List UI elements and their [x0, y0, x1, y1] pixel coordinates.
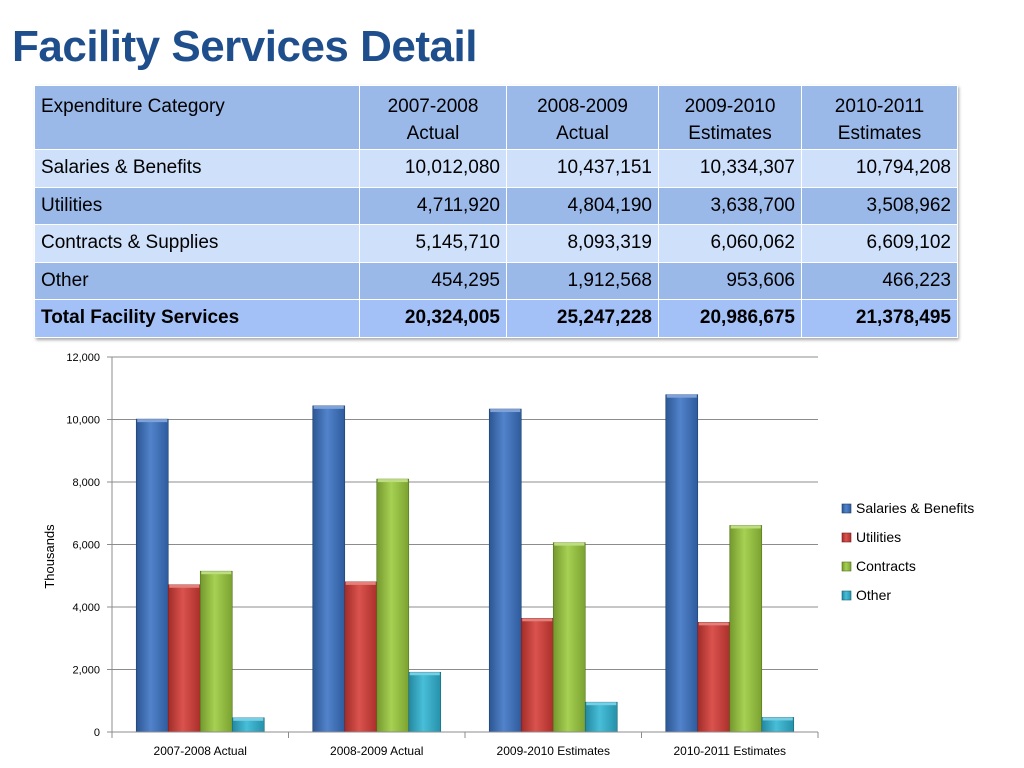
legend-label: Other [856, 587, 891, 603]
bar-contracts-0 [199, 570, 233, 733]
bar-top-highlight [666, 394, 697, 398]
row-label: Salaries & Benefits [34, 149, 360, 188]
axes: 0 2,000 4,000 6,000 8,000 10,000 12,000 2007-20… [66, 352, 819, 758]
bar-salaries-benefits-1 [312, 405, 346, 733]
header-2010-2011: 2010-2011 Estimates [801, 85, 958, 150]
y-axis-label: Thousands [42, 524, 57, 589]
bar-top-highlight [169, 584, 200, 588]
bar-salaries-benefits-2 [488, 408, 522, 733]
x-tick-label: 2008-2009 Actual [330, 744, 423, 758]
header-2009-2010: 2009-2010 Estimates [658, 85, 802, 150]
x-tick-label: 2007-2008 Actual [154, 744, 247, 758]
table-row: Contracts & Supplies 5,145,710 8,093,319… [34, 224, 958, 263]
bar-contracts-3 [729, 525, 763, 733]
y-tick-label: 12,000 [66, 352, 100, 364]
expenditure-table: Expenditure Category 2007-2008 Actual 20… [34, 85, 958, 338]
bar-other-1 [408, 671, 442, 733]
bar-utilities-1 [344, 581, 378, 733]
y-tick-label: 0 [94, 727, 100, 739]
total-cell: 20,324,005 [359, 299, 507, 338]
row-label: Contracts & Supplies [34, 224, 360, 263]
header-category: Expenditure Category [34, 85, 360, 150]
table-cell: 10,334,307 [658, 149, 802, 188]
total-cell: 21,378,495 [801, 299, 958, 338]
legend-swatch [841, 503, 852, 514]
bar-top-highlight [522, 618, 553, 622]
bar-other-2 [584, 701, 618, 733]
legend-label: Contracts [856, 558, 916, 574]
table-cell: 10,437,151 [506, 149, 659, 188]
y-tick-label: 4,000 [72, 602, 100, 614]
bar-top-highlight [762, 717, 793, 721]
legend-label: Salaries & Benefits [856, 500, 974, 516]
legend: Salaries & Benefits Utilities Contracts Oth… [841, 500, 974, 603]
bar-top-highlight [554, 542, 585, 546]
bar-utilities-3 [697, 622, 731, 733]
table-total-row: Total Facility Services 20,324,005 25,24… [34, 299, 958, 338]
table-cell: 6,060,062 [658, 224, 802, 263]
table-cell: 10,794,208 [801, 149, 958, 188]
table-cell: 3,508,962 [801, 186, 958, 225]
row-label: Utilities [34, 186, 360, 225]
table-cell: 10,012,080 [359, 149, 507, 188]
bar-top-highlight [377, 479, 408, 483]
bar-top-highlight [233, 717, 264, 721]
y-tick-label: 6,000 [72, 540, 100, 552]
bar-top-highlight [137, 419, 168, 423]
bar-top-highlight [490, 409, 521, 413]
bar-salaries-benefits-3 [665, 394, 699, 733]
header-2007-2008: 2007-2008 Actual [359, 85, 507, 150]
total-cell: 20,986,675 [658, 299, 802, 338]
table-cell: 466,223 [801, 261, 958, 300]
bar-salaries-benefits-0 [135, 418, 169, 733]
header-2008-2009: 2008-2009 Actual [506, 85, 659, 150]
table-cell: 454,295 [359, 261, 507, 300]
table-cell: 5,145,710 [359, 224, 507, 263]
legend-swatch [841, 561, 852, 572]
bar-contracts-1 [376, 478, 410, 733]
y-tick-label: 8,000 [72, 477, 100, 489]
table-cell: 4,804,190 [506, 186, 659, 225]
bar-top-highlight [730, 525, 761, 529]
table-cell: 8,093,319 [506, 224, 659, 263]
bar-top-highlight [201, 571, 232, 575]
bar-top-highlight [345, 581, 376, 585]
table-row: Other 454,295 1,912,568 953,606 466,223 [34, 261, 958, 300]
bar-top-highlight [586, 702, 617, 706]
row-label: Other [34, 261, 360, 300]
bar-top-highlight [313, 405, 344, 409]
table-cell: 6,609,102 [801, 224, 958, 263]
bar-utilities-0 [167, 584, 201, 733]
expenditure-bar-chart: 0 2,000 4,000 6,000 8,000 10,000 12,000 2007-20… [42, 352, 974, 758]
table-cell: 953,606 [658, 261, 802, 300]
total-label: Total Facility Services [34, 299, 360, 338]
legend-swatch [841, 590, 852, 601]
legend-label: Utilities [856, 529, 901, 545]
bar-contracts-2 [552, 542, 586, 733]
bar-top-highlight [698, 622, 729, 626]
table-header-row: Expenditure Category 2007-2008 Actual 20… [34, 85, 958, 150]
bar-utilities-2 [520, 617, 554, 733]
page-title: Facility Services Detail [12, 22, 477, 71]
bar-top-highlight [409, 672, 440, 676]
table-cell: 1,912,568 [506, 261, 659, 300]
x-tick-label: 2009-2010 Estimates [497, 744, 610, 758]
table-cell: 4,711,920 [359, 186, 507, 225]
bars [135, 394, 795, 733]
x-tick-label: 2010-2011 Estimates [673, 744, 786, 758]
y-tick-label: 10,000 [66, 415, 100, 427]
y-tick-label: 2,000 [72, 665, 100, 677]
table-row: Utilities 4,711,920 4,804,190 3,638,700 … [34, 186, 958, 225]
total-cell: 25,247,228 [506, 299, 659, 338]
table-cell: 3,638,700 [658, 186, 802, 225]
legend-swatch [841, 532, 852, 543]
table-row: Salaries & Benefits 10,012,080 10,437,15… [34, 149, 958, 188]
